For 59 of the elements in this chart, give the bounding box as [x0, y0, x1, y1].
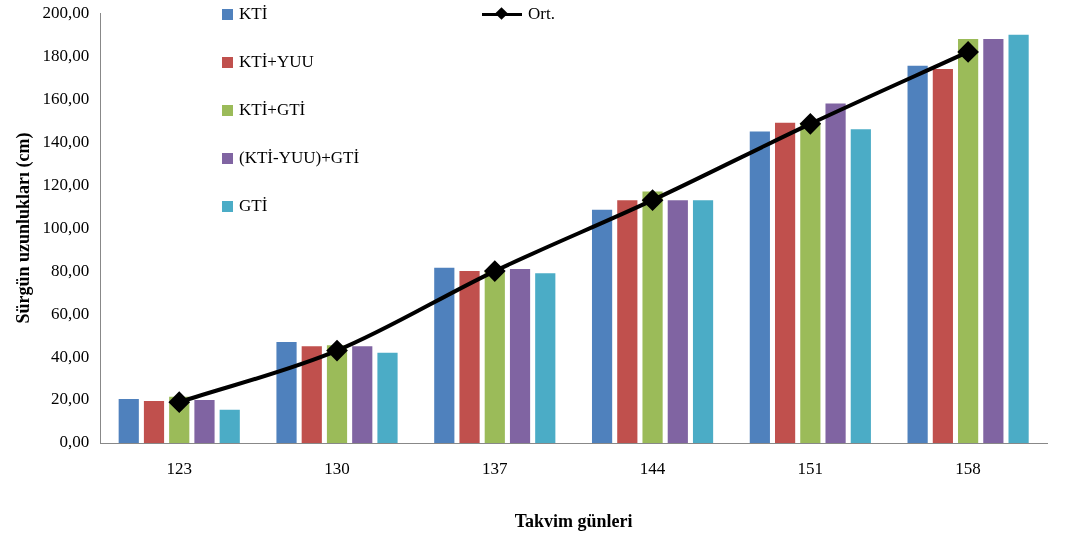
- bar: [194, 400, 215, 443]
- y-tick-label: 60,00: [51, 303, 90, 323]
- x-tick-label: 123: [166, 458, 192, 478]
- y-tick-label: 20,00: [51, 389, 90, 409]
- bar: [434, 267, 455, 443]
- bar: [983, 38, 1004, 443]
- y-tick-label: 80,00: [51, 260, 90, 280]
- y-axis-title: Sürgün uzunlukları (cm): [13, 132, 35, 324]
- x-tick-label: 130: [324, 458, 350, 478]
- bar: [617, 200, 638, 443]
- bar: [642, 191, 663, 443]
- legend-label: Ort.: [528, 4, 555, 24]
- bar: [749, 131, 770, 443]
- bar: [484, 271, 505, 443]
- bar: [800, 122, 821, 443]
- bar: [850, 129, 871, 443]
- y-tick-label: 40,00: [51, 346, 90, 366]
- y-tick-label: 160,00: [42, 88, 90, 108]
- bar: [301, 346, 322, 443]
- bar: [459, 271, 480, 443]
- bar: [377, 352, 398, 443]
- bar: [219, 409, 240, 443]
- point: [484, 261, 505, 282]
- bar: [667, 200, 688, 443]
- y-tick-label: 120,00: [42, 174, 90, 194]
- legend-label: KTİ+YUU: [239, 52, 314, 72]
- bar: [1008, 34, 1029, 443]
- x-tick-label: 158: [955, 458, 981, 478]
- y-tick-label: 140,00: [42, 131, 90, 151]
- point: [327, 340, 348, 361]
- x-tick-label: 137: [482, 458, 509, 478]
- x-axis-title: Takvim günleri: [514, 510, 633, 531]
- legend-label: (KTİ-YUU)+GTİ: [239, 148, 360, 168]
- y-tick-label: 100,00: [42, 217, 90, 237]
- x-tick-label: 151: [797, 458, 824, 478]
- y-tick-label: 0,00: [59, 432, 90, 452]
- legend-label: GTİ: [239, 196, 268, 216]
- bar: [143, 401, 165, 443]
- point: [642, 190, 663, 211]
- y-tick-label: 200,00: [42, 2, 90, 22]
- bar: [775, 122, 796, 443]
- bar: [907, 65, 928, 443]
- bar: [591, 209, 613, 443]
- point: [958, 41, 979, 62]
- x-tick-label: 144: [639, 458, 666, 478]
- bar: [692, 200, 714, 443]
- bar: [118, 398, 139, 443]
- legend-label: KTİ+GTİ: [239, 100, 306, 120]
- bar: [825, 103, 846, 443]
- bar: [352, 346, 373, 443]
- bar: [509, 268, 531, 443]
- bar: [276, 342, 297, 443]
- point: [169, 392, 190, 413]
- bar: [535, 273, 556, 443]
- bar: [958, 38, 979, 443]
- bar: [932, 69, 953, 443]
- y-tick-label: 180,00: [42, 45, 90, 65]
- point: [800, 113, 821, 134]
- legend-label: KTİ: [239, 4, 268, 24]
